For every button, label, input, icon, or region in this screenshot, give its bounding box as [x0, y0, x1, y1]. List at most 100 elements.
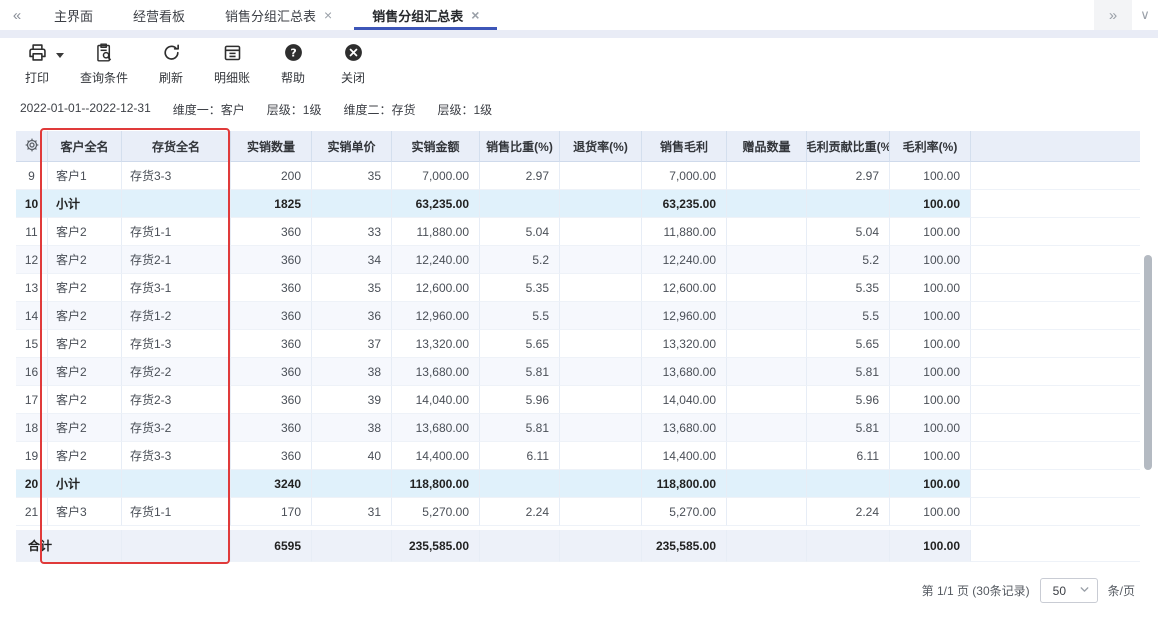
print-button[interactable]: 打印	[20, 44, 54, 86]
column-settings-button[interactable]	[16, 131, 48, 162]
cell-profit: 14,400.00	[642, 442, 727, 470]
cell-price: 38	[312, 358, 392, 386]
cell-item	[122, 190, 231, 218]
cell-profit_contrib_pct: 5.04	[807, 218, 890, 246]
cell-gift_qty	[727, 218, 807, 246]
close-circle-icon	[343, 42, 364, 68]
cell-item	[122, 530, 231, 562]
cell-return_pct	[560, 190, 642, 218]
tab-0[interactable]: 主界面	[34, 0, 113, 30]
tab-overflow-icon[interactable]: ∨	[1132, 0, 1158, 30]
tab-1[interactable]: 经营看板	[113, 0, 205, 30]
tab-label: 主界面	[54, 6, 93, 25]
detail-ledger-button[interactable]: 明细账	[214, 44, 250, 86]
tab-3[interactable]: 销售分组汇总表×	[352, 0, 499, 30]
collapse-tabs-icon[interactable]: «	[0, 0, 34, 30]
cell-amount: 7,000.00	[392, 162, 480, 190]
help-button[interactable]: ? 帮助	[276, 44, 310, 86]
column-header-customer: 客户全名	[48, 131, 122, 162]
table-row[interactable]: 15客户2存货1-33603713,320.005.6513,320.005.6…	[16, 330, 1140, 358]
cell-price: 35	[312, 274, 392, 302]
table-row[interactable]: 11客户2存货1-13603311,880.005.0411,880.005.0…	[16, 218, 1140, 246]
table-row[interactable]: 19客户2存货3-33604014,400.006.1114,400.006.1…	[16, 442, 1140, 470]
cell-customer: 客户2	[48, 330, 122, 358]
page-size-value: 50	[1053, 584, 1066, 598]
query-conditions-button[interactable]: 查询条件	[80, 44, 128, 86]
cell-profit: 12,960.00	[642, 302, 727, 330]
cell-gift_qty	[727, 358, 807, 386]
table-row[interactable]: 21客户3存货1-1170315,270.002.245,270.002.241…	[16, 498, 1140, 526]
cell-profit_contrib_pct	[807, 470, 890, 498]
page-size-select[interactable]: 50	[1040, 578, 1098, 603]
cell-profit: 13,680.00	[642, 358, 727, 386]
row-filler	[971, 386, 1140, 414]
cell-price: 40	[312, 442, 392, 470]
cell-no: 17	[16, 386, 48, 414]
cell-no: 合计	[16, 530, 122, 562]
cell-return_pct	[560, 414, 642, 442]
page-info: 第 1/1 页 (30条记录)	[922, 582, 1030, 599]
grid-header-row: 客户全名存货全名实销数量实销单价实销金额销售比重(%)退货率(%)销售毛利赠品数…	[16, 131, 1140, 162]
table-row[interactable]: 14客户2存货1-23603612,960.005.512,960.005.51…	[16, 302, 1140, 330]
table-row[interactable]: 9客户1存货3-3200357,000.002.977,000.002.9710…	[16, 162, 1140, 190]
cell-customer: 客户2	[48, 386, 122, 414]
refresh-icon-wrap	[161, 44, 182, 66]
table-row[interactable]: 10小计182563,235.0063,235.00100.00	[16, 190, 1140, 218]
row-filler	[971, 246, 1140, 274]
cell-price: 37	[312, 330, 392, 358]
cell-profit: 235,585.00	[642, 530, 727, 562]
cell-sales_pct	[480, 470, 560, 498]
cell-profit: 13,680.00	[642, 414, 727, 442]
cell-qty: 360	[231, 330, 312, 358]
table-row[interactable]: 16客户2存货2-23603813,680.005.8113,680.005.8…	[16, 358, 1140, 386]
clipboard-search-icon-wrap	[94, 44, 115, 66]
cell-qty: 1825	[231, 190, 312, 218]
row-filler	[971, 442, 1140, 470]
tab-list: 主界面经营看板销售分组汇总表×销售分组汇总表×	[34, 0, 499, 30]
cell-no: 9	[16, 162, 48, 190]
column-header-profit: 销售毛利	[642, 131, 727, 162]
cell-return_pct	[560, 442, 642, 470]
vertical-scrollbar-thumb[interactable]	[1144, 255, 1152, 470]
row-filler	[971, 498, 1140, 526]
toolbar-button-label: 明细账	[214, 69, 250, 86]
cell-profit: 7,000.00	[642, 162, 727, 190]
cell-profit_contrib_pct: 6.11	[807, 442, 890, 470]
cell-return_pct	[560, 530, 642, 562]
cell-margin_pct: 100.00	[890, 246, 971, 274]
cell-amount: 14,400.00	[392, 442, 480, 470]
refresh-button[interactable]: 刷新	[154, 44, 188, 86]
cell-qty: 360	[231, 246, 312, 274]
gear-icon	[24, 137, 40, 156]
cell-amount: 12,960.00	[392, 302, 480, 330]
cell-sales_pct: 5.04	[480, 218, 560, 246]
cell-gift_qty	[727, 246, 807, 274]
cell-return_pct	[560, 470, 642, 498]
dropdown-caret-icon[interactable]	[56, 53, 64, 58]
expand-tabs-icon[interactable]: »	[1094, 0, 1132, 30]
cell-profit_contrib_pct	[807, 530, 890, 562]
cell-price: 39	[312, 386, 392, 414]
cell-margin_pct: 100.00	[890, 330, 971, 358]
table-row[interactable]: 18客户2存货3-23603813,680.005.8113,680.005.8…	[16, 414, 1140, 442]
row-filler	[971, 218, 1140, 246]
table-row[interactable]: 20小计3240118,800.00118,800.00100.00	[16, 470, 1140, 498]
table-row[interactable]: 12客户2存货2-13603412,240.005.212,240.005.21…	[16, 246, 1140, 274]
cell-gift_qty	[727, 274, 807, 302]
cell-margin_pct: 100.00	[890, 414, 971, 442]
help-circle-icon-wrap: ?	[283, 44, 304, 66]
cell-sales_pct: 5.5	[480, 302, 560, 330]
tab-2[interactable]: 销售分组汇总表×	[205, 0, 352, 30]
close-button[interactable]: 关闭	[336, 44, 370, 86]
toolbar-button-label: 帮助	[281, 69, 305, 86]
cell-no: 21	[16, 498, 48, 526]
tab-close-icon[interactable]: ×	[324, 8, 332, 22]
cell-margin_pct: 100.00	[890, 190, 971, 218]
row-filler	[971, 358, 1140, 386]
column-header-gift_qty: 赠品数量	[727, 131, 807, 162]
tab-close-icon[interactable]: ×	[471, 8, 479, 22]
table-row[interactable]: 17客户2存货2-33603914,040.005.9614,040.005.9…	[16, 386, 1140, 414]
table-row[interactable]: 13客户2存货3-13603512,600.005.3512,600.005.3…	[16, 274, 1140, 302]
cell-price: 35	[312, 162, 392, 190]
column-header-return_pct: 退货率(%)	[560, 131, 642, 162]
